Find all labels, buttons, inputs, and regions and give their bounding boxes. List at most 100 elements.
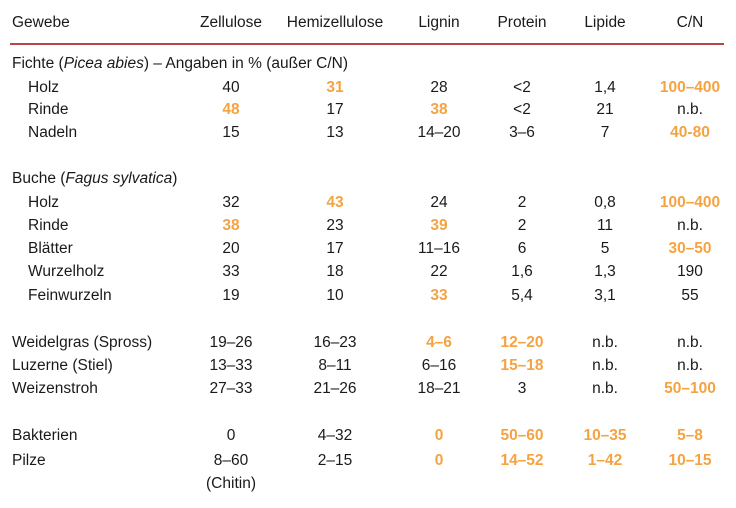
cell-lignin: 33 — [430, 287, 448, 304]
row-label: Holz — [28, 79, 60, 96]
cell-hemizellulose: 21–26 — [313, 380, 357, 397]
cell-cn: 50–100 — [664, 380, 716, 397]
section-title-fichte: Fichte (Picea abies) – Angaben in % (auß… — [0, 54, 736, 74]
row-label: Luzerne (Stiel) — [12, 357, 113, 374]
row-label: Feinwurzeln — [28, 287, 112, 304]
cell-protein: 1,6 — [511, 263, 533, 280]
table-row: Wurzelholz 33 18 22 1,6 1,3 190 — [0, 262, 736, 282]
row-label: Pilze — [12, 452, 46, 469]
cell-lipide: 21 — [596, 101, 614, 118]
header-gewebe: Gewebe — [12, 14, 70, 31]
cell-lipide: 11 — [596, 217, 614, 234]
header-lipide: Lipide — [584, 14, 626, 31]
table-row: Holz 32 43 24 2 0,8 100–400 — [0, 193, 736, 213]
table-row: Rinde 48 17 38 <2 21 n.b. — [0, 100, 736, 120]
cell-protein: 15–18 — [500, 357, 544, 374]
row-label: Weizenstroh — [12, 380, 98, 397]
section-label: Buche (Fagus sylvatica) — [12, 170, 178, 187]
row-label: Bakterien — [12, 427, 78, 444]
cell-cn: 10–15 — [668, 452, 712, 469]
cell-lignin: 4–6 — [426, 334, 452, 351]
cell-cn: n.b. — [677, 334, 703, 351]
row-label: Wurzelholz — [28, 263, 105, 280]
table-row: Weizenstroh 27–33 21–26 18–21 3 n.b. 50–… — [0, 379, 736, 399]
cell-zellulose: 13–33 — [209, 357, 253, 374]
cell-zellulose: 15 — [222, 124, 240, 141]
row-label: Blätter — [28, 240, 73, 257]
table-row: Nadeln 15 13 14–20 3–6 7 40-80 — [0, 123, 736, 143]
cell-lipide: n.b. — [592, 380, 618, 397]
table-row: Pilze 8–60 2–15 0 14–52 1–42 10–15 — [0, 451, 736, 471]
table-row: Rinde 38 23 39 2 11 n.b. — [0, 216, 736, 236]
cell-lipide: n.b. — [592, 357, 618, 374]
cell-lipide: n.b. — [592, 334, 618, 351]
cell-zellulose: 8–60 — [213, 452, 249, 469]
header-cn: C/N — [676, 14, 704, 31]
cell-zellulose: 48 — [222, 101, 240, 118]
table-row: Holz 40 31 28 <2 1,4 100–400 — [0, 78, 736, 98]
cell-hemizellulose: 17 — [326, 240, 344, 257]
cell-hemizellulose: 13 — [326, 124, 344, 141]
row-label: Holz — [28, 194, 60, 211]
cell-lipide: 5 — [600, 240, 610, 257]
cell-protein: <2 — [513, 101, 531, 118]
cell-zellulose: 19 — [222, 287, 240, 304]
cell-protein: 12–20 — [500, 334, 544, 351]
cell-cn: 5–8 — [677, 427, 703, 444]
cell-cn: 190 — [677, 263, 703, 280]
cell-cn: n.b. — [677, 217, 703, 234]
cell-cn: 40-80 — [670, 124, 710, 141]
cell-lignin: 24 — [430, 194, 448, 211]
cell-zellulose: 33 — [222, 263, 240, 280]
cell-lignin: 38 — [430, 101, 448, 118]
cell-zellulose: 38 — [222, 217, 240, 234]
cell-zellulose: 0 — [226, 427, 236, 444]
cell-lignin: 0 — [434, 452, 444, 469]
section-label: Fichte (Picea abies) – Angaben in % (auß… — [12, 55, 349, 72]
table-row: Weidelgras (Spross) 19–26 16–23 4–6 12–2… — [0, 333, 736, 353]
header-zellulose: Zellulose — [199, 14, 263, 31]
cell-zellulose: 19–26 — [209, 334, 253, 351]
cell-lipide: 3,1 — [594, 287, 616, 304]
header-protein: Protein — [497, 14, 547, 31]
cell-cn: n.b. — [677, 357, 703, 374]
cell-hemizellulose: 23 — [326, 217, 344, 234]
chitin-note: (Chitin) — [206, 475, 256, 492]
cell-protein: 14–52 — [500, 452, 544, 469]
cell-protein: 2 — [517, 217, 527, 234]
cell-hemizellulose: 31 — [326, 79, 344, 96]
cell-protein: 50–60 — [500, 427, 544, 444]
cell-hemizellulose: 10 — [326, 287, 344, 304]
cell-zellulose: 27–33 — [209, 380, 253, 397]
cell-lignin: 39 — [430, 217, 448, 234]
cell-lipide: 1,3 — [594, 263, 616, 280]
cell-hemizellulose: 2–15 — [317, 452, 353, 469]
cell-lipide: 0,8 — [594, 194, 616, 211]
cell-cn: 100–400 — [659, 194, 721, 211]
cell-hemizellulose: 17 — [326, 101, 344, 118]
cell-lipide: 7 — [600, 124, 610, 141]
cell-protein: 3 — [517, 380, 527, 397]
cell-lignin: 14–20 — [417, 124, 461, 141]
cell-lignin: 18–21 — [417, 380, 461, 397]
cell-lignin: 6–16 — [421, 357, 457, 374]
cell-lignin: 28 — [430, 79, 448, 96]
cell-lignin: 11–16 — [418, 240, 460, 257]
cell-protein: <2 — [513, 79, 531, 96]
cell-lignin: 22 — [430, 263, 448, 280]
table-row: Feinwurzeln 19 10 33 5,4 3,1 55 — [0, 286, 736, 306]
cell-lipide: 1,4 — [594, 79, 616, 96]
cell-cn: 100–400 — [659, 79, 721, 96]
cell-hemizellulose: 43 — [326, 194, 344, 211]
cell-protein: 6 — [517, 240, 527, 257]
table-header: Gewebe Zellulose Hemizellulose Lignin Pr… — [0, 13, 736, 33]
row-label: Rinde — [28, 101, 69, 118]
row-label: Nadeln — [28, 124, 78, 141]
cell-cn: 55 — [681, 287, 699, 304]
cell-zellulose: 20 — [222, 240, 240, 257]
header-hemizellulose: Hemizellulose — [286, 14, 384, 31]
row-label: Rinde — [28, 217, 69, 234]
cell-hemizellulose: 4–32 — [317, 427, 353, 444]
cell-hemizellulose: 16–23 — [313, 334, 357, 351]
